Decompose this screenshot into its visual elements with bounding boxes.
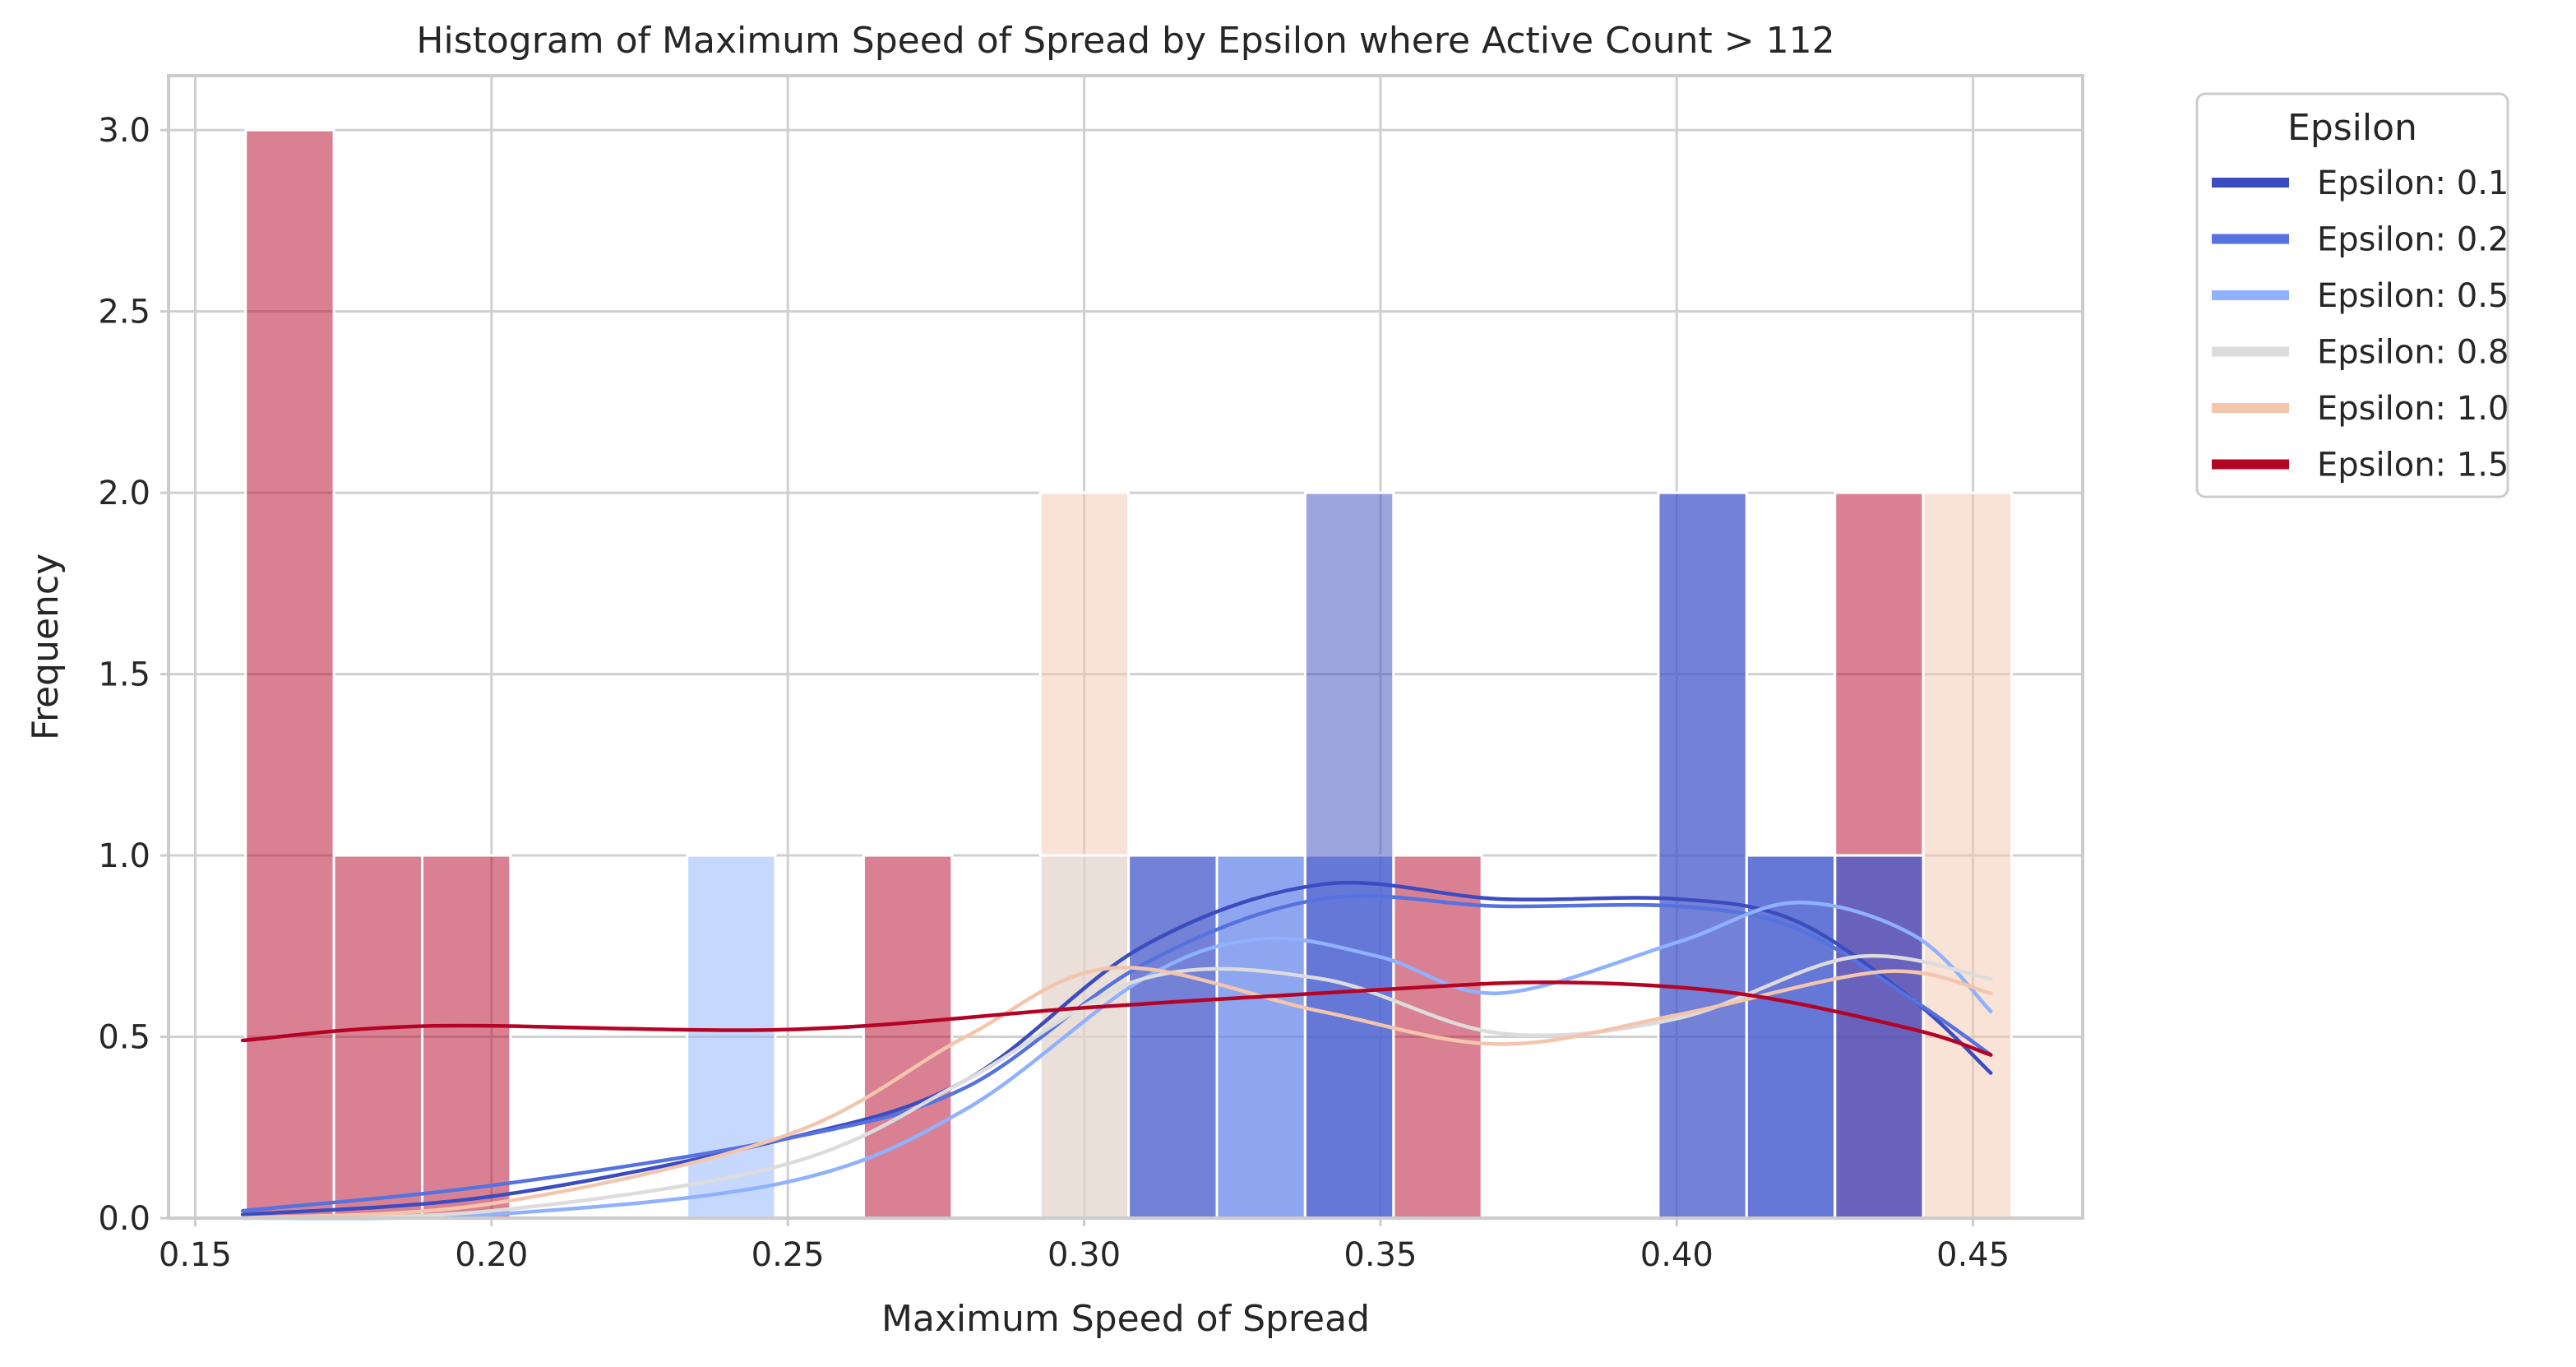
legend-label: Epsilon: 0.1 — [2317, 165, 2509, 202]
histogram-bar — [244, 128, 335, 1220]
y-tick-label: 1.0 — [98, 837, 150, 875]
x-tick-label: 0.30 — [1048, 1236, 1121, 1274]
y-tick-label: 2.0 — [98, 475, 150, 512]
x-tick-label: 0.25 — [752, 1236, 825, 1274]
histogram-bar — [1038, 854, 1131, 1220]
x-tick-label: 0.35 — [1343, 1236, 1417, 1274]
histogram-bar — [420, 854, 512, 1220]
plot-frame — [167, 74, 2084, 1220]
legend: Epsilon Epsilon: 0.1 Epsilon: 0.2 Epsilon: … — [2195, 92, 2509, 498]
kde-line — [240, 966, 1993, 1221]
legend-label: Epsilon: 1.5 — [2317, 447, 2509, 484]
legend-label: Epsilon: 0.8 — [2317, 334, 2509, 372]
kde-line — [240, 901, 1993, 1221]
x-tick-label: 0.40 — [1640, 1236, 1713, 1274]
x-tick-label: 0.45 — [1936, 1236, 2009, 1274]
legend-label: Epsilon: 0.5 — [2317, 277, 2509, 315]
y-tick-label: 1.5 — [98, 656, 150, 694]
kde-line — [240, 980, 1993, 1057]
histogram-bar — [332, 854, 423, 1220]
histogram-bar — [1922, 491, 2014, 1220]
kde-curves — [240, 880, 1993, 1221]
histogram-bar — [1303, 491, 1395, 1220]
x-tick-label: 0.15 — [159, 1236, 232, 1274]
histogram-bar — [1834, 854, 1925, 1220]
y-axis-label: Frequency — [25, 554, 67, 740]
chart-title: Histogram of Maximum Speed of Spread by … — [416, 20, 1834, 62]
legend-box — [2195, 92, 2509, 498]
histogram-bar — [862, 854, 954, 1220]
histogram-bar — [686, 854, 777, 1220]
kde-line — [240, 953, 1993, 1221]
kde-line — [240, 880, 1993, 1216]
y-tick-label: 3.0 — [98, 112, 150, 150]
x-axis-label: Maximum Speed of Spread — [881, 1298, 1370, 1340]
legend-title: Epsilon — [2287, 107, 2417, 149]
y-tick-label: 2.5 — [98, 294, 150, 331]
histogram-bar — [1127, 854, 1219, 1220]
y-tick-label: 0.5 — [98, 1019, 150, 1057]
legend-label: Epsilon: 0.2 — [2317, 221, 2509, 259]
y-tick-label: 0.0 — [98, 1200, 150, 1238]
kde-line — [240, 893, 1993, 1213]
legend-label: Epsilon: 1.0 — [2317, 390, 2509, 428]
histogram-bar — [1657, 491, 1748, 1220]
histogram-bar — [1215, 854, 1306, 1220]
bars — [244, 128, 2014, 1220]
x-tick-label: 0.20 — [455, 1236, 528, 1274]
